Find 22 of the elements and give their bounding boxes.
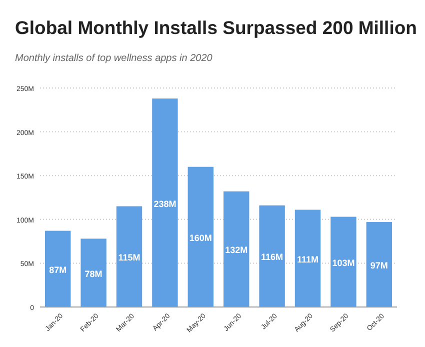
bar xyxy=(224,191,250,307)
data-label: 160M xyxy=(189,232,212,243)
data-label: 116M xyxy=(261,252,284,262)
bar xyxy=(294,210,321,307)
chart-title: Global Monthly Installs Surpassed 200 Million xyxy=(15,17,417,38)
data-label: 97M xyxy=(370,260,388,271)
bar xyxy=(366,222,392,307)
bar xyxy=(330,216,356,307)
bar xyxy=(152,98,178,307)
data-label: 87M xyxy=(49,264,67,275)
data-label: 103M xyxy=(332,258,355,268)
bar xyxy=(80,238,106,307)
chart-subtitle: Monthly installs of top wellness apps in 2020 xyxy=(15,53,213,64)
data-label: 132M xyxy=(225,245,248,256)
bar xyxy=(116,206,142,307)
bar xyxy=(45,230,71,307)
data-label: 111M xyxy=(296,254,319,264)
data-label: 115M xyxy=(118,252,140,263)
data-label: 78M xyxy=(84,268,102,279)
data-label: 238M xyxy=(154,198,176,209)
bar xyxy=(259,205,285,307)
bar xyxy=(188,166,214,307)
